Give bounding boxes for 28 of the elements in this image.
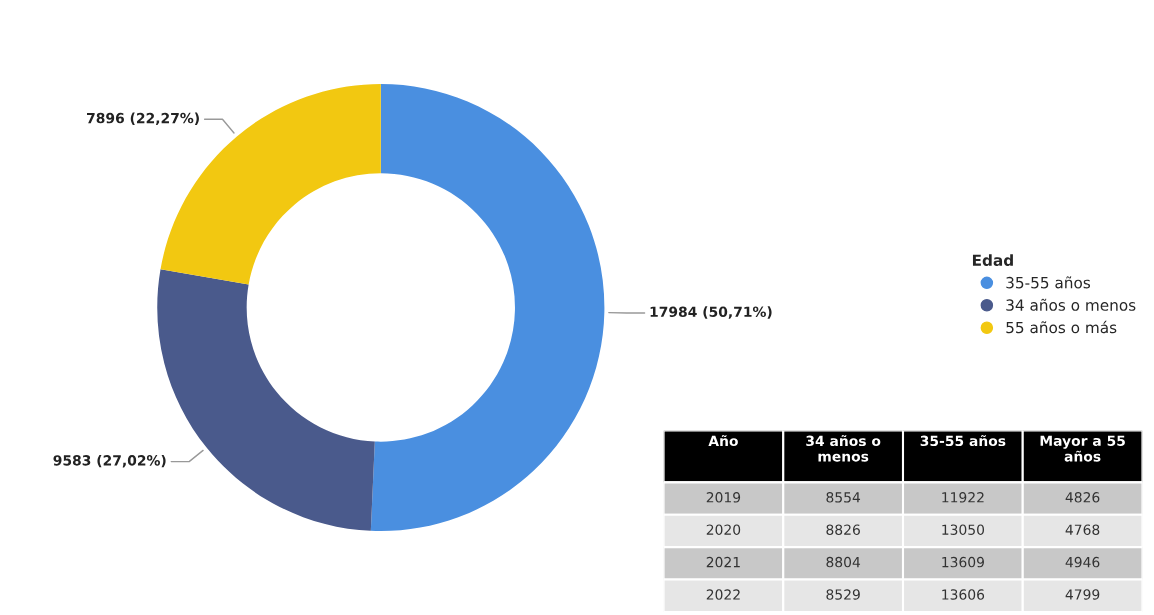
data-label: 11922 bbox=[942, 492, 984, 503]
data-label: 17984 (50,71%) bbox=[650, 306, 772, 319]
y-tick-label: 2021 bbox=[706, 556, 740, 568]
y-tick-label: 2019 bbox=[706, 492, 741, 503]
legend-title: Edad bbox=[972, 254, 1013, 266]
data-label: 8804 bbox=[826, 556, 861, 568]
x-tick-label: 34 años o menos bbox=[806, 435, 881, 462]
donut-slice bbox=[370, 83, 605, 532]
data-label: 9583 (27,02%) bbox=[53, 454, 166, 468]
data-label: 4768 bbox=[1065, 524, 1100, 535]
legend-label: 35-55 años bbox=[1006, 276, 1091, 289]
data-label: 7896 (22,27%) bbox=[87, 112, 199, 126]
data-label: 13606 bbox=[942, 589, 985, 600]
y-tick-label: 2022 bbox=[706, 589, 740, 600]
x-tick-label: 35-55 años bbox=[920, 435, 1006, 447]
data-label: 8554 bbox=[826, 492, 861, 503]
data-label: 13609 bbox=[942, 556, 984, 568]
data-label: 4826 bbox=[1065, 492, 1100, 503]
data-label: 4946 bbox=[1065, 556, 1100, 568]
y-axis-title: Año bbox=[708, 435, 738, 447]
data-label: 8529 bbox=[826, 589, 860, 600]
data-label: 13050 bbox=[942, 524, 985, 535]
x-tick-label: Mayor a 55 años bbox=[1040, 435, 1125, 462]
legend-label: 55 años o más bbox=[1006, 320, 1117, 334]
data-label: 8826 bbox=[826, 524, 860, 535]
y-tick-label: 2020 bbox=[706, 524, 741, 535]
legend-label: 34 años o menos bbox=[1006, 298, 1136, 311]
data-label: 4799 bbox=[1065, 589, 1100, 600]
